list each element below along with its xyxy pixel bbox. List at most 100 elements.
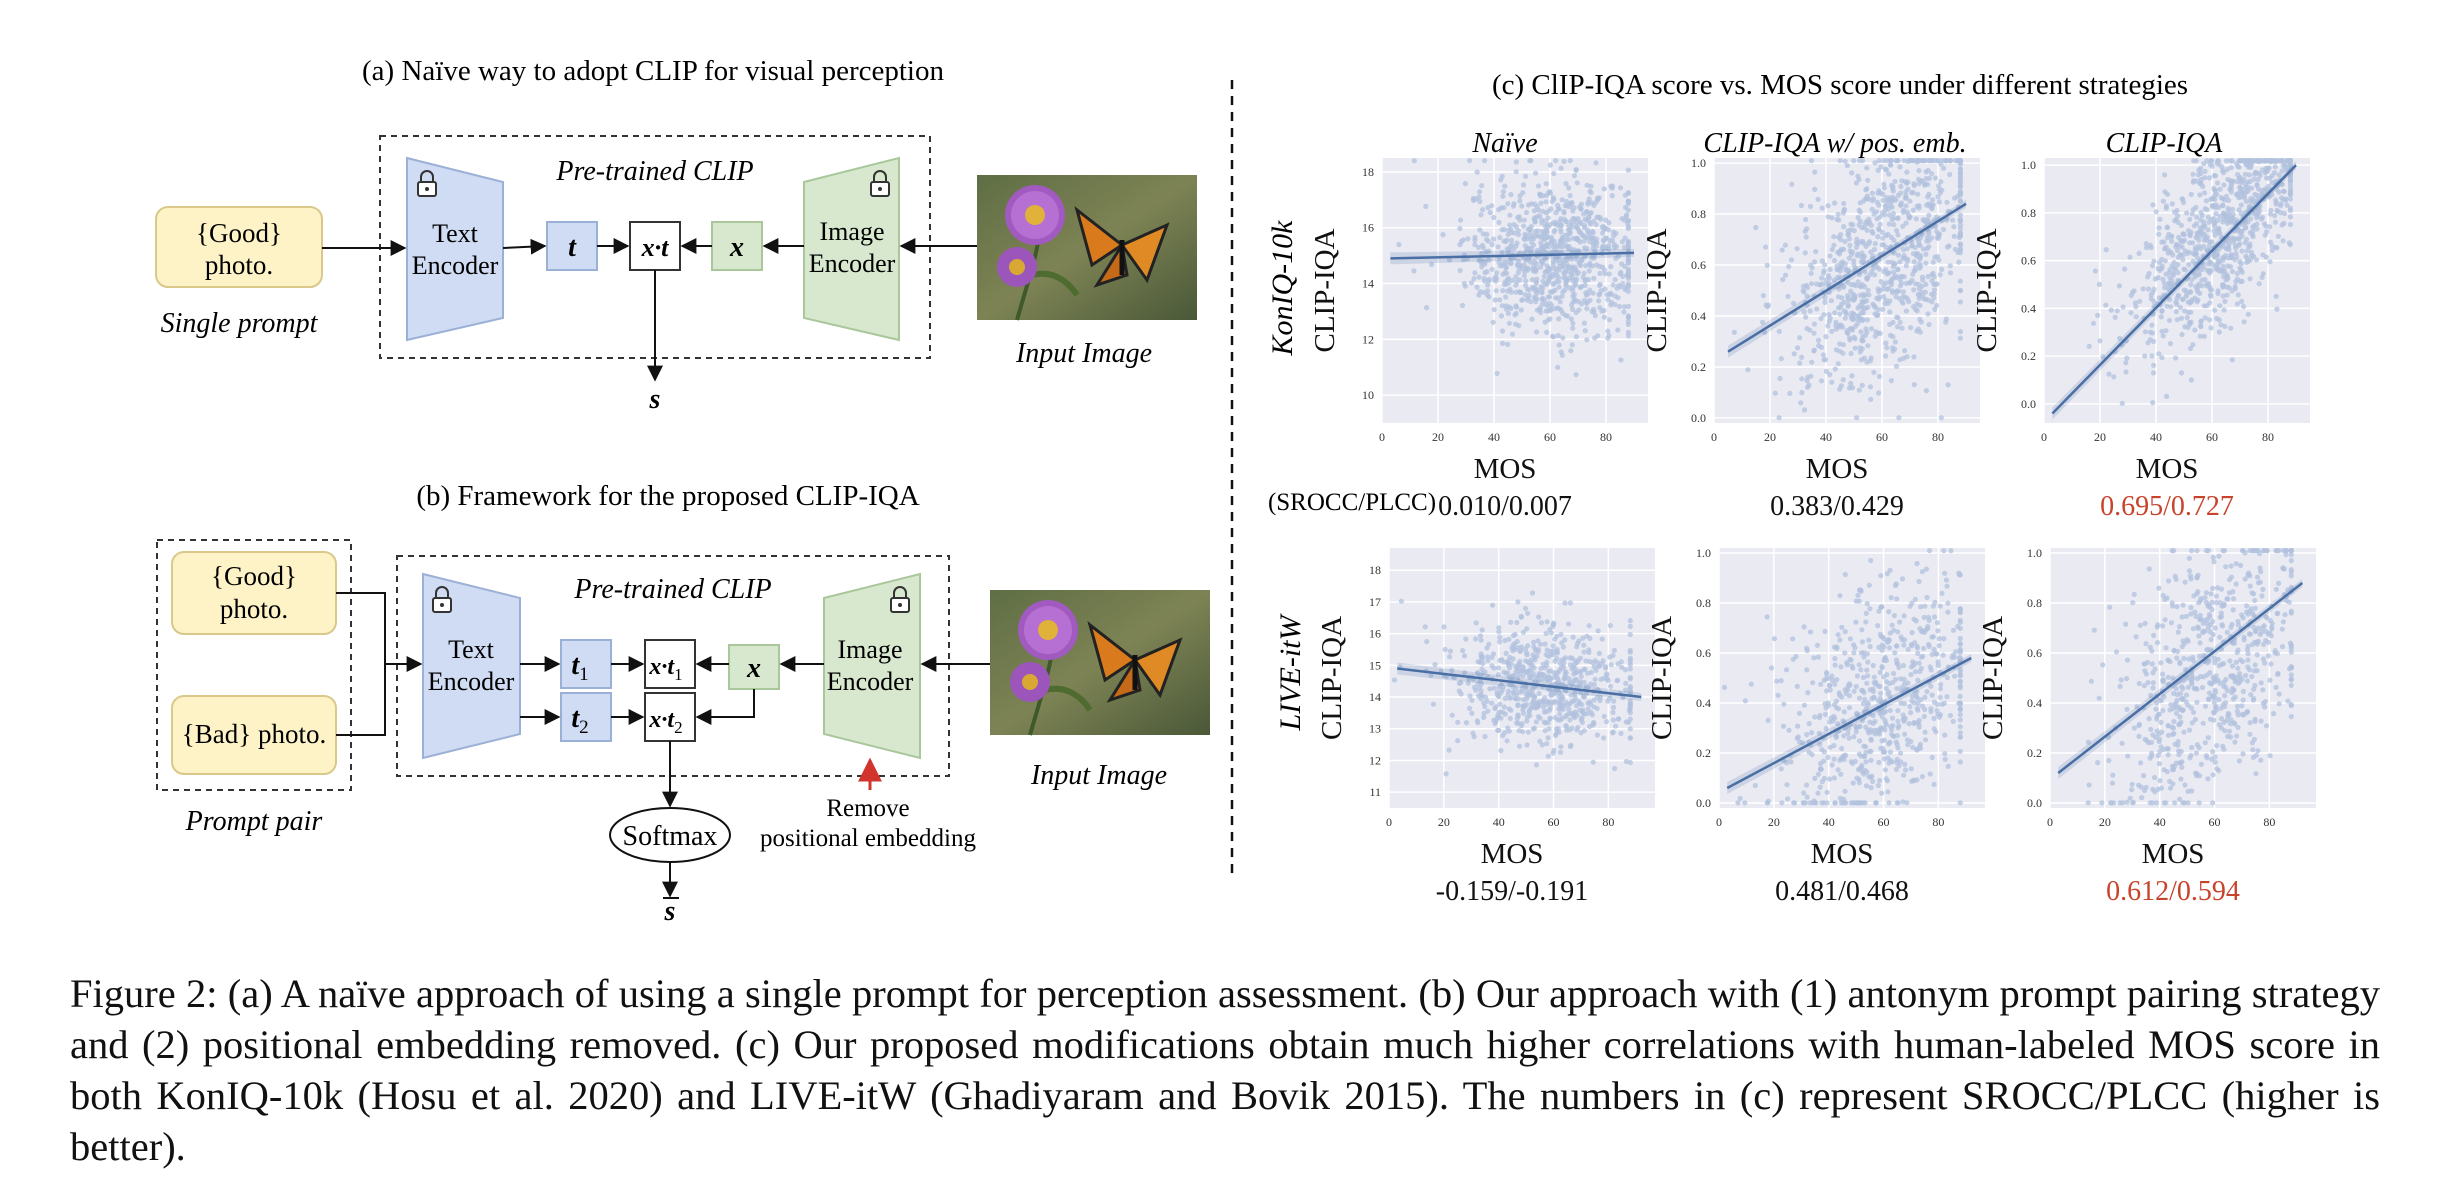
- data-point: [1584, 633, 1590, 639]
- data-point: [1499, 249, 1505, 255]
- data-point: [1939, 266, 1945, 272]
- data-point: [2137, 298, 2143, 304]
- data-point: [1473, 620, 1479, 626]
- data-point: [1899, 298, 1905, 305]
- data-point: [1818, 378, 1825, 384]
- data-point: [1753, 224, 1759, 231]
- data-point: [1819, 275, 1825, 281]
- data-point: [2234, 270, 2240, 277]
- panel-a-xt-label: x·t: [641, 233, 670, 262]
- data-point: [1855, 592, 1861, 599]
- data-point: [1869, 190, 1875, 196]
- data-point: [1593, 199, 1599, 205]
- data-point: [1530, 726, 1536, 732]
- data-point: [1884, 778, 1890, 784]
- data-point: [1494, 370, 1500, 376]
- data-point: [1809, 359, 1815, 365]
- data-point: [2203, 590, 2209, 596]
- data-point: [1897, 319, 1903, 325]
- data-point: [1495, 727, 1501, 734]
- x-tick-label: 20: [1432, 430, 1444, 444]
- data-point: [2154, 728, 2160, 734]
- data-point: [1931, 781, 1937, 788]
- data-point: [1896, 664, 1902, 671]
- data-point: [1935, 158, 1941, 164]
- data-point: [1495, 714, 1502, 720]
- data-point: [1551, 265, 1557, 271]
- data-point: [1549, 289, 1555, 295]
- data-point: [2186, 727, 2193, 733]
- data-point: [1898, 750, 1904, 756]
- data-point: [1849, 373, 1855, 379]
- data-point: [1801, 624, 1807, 630]
- data-point: [2177, 714, 2183, 720]
- data-point: [1790, 636, 1796, 642]
- data-point: [1544, 659, 1550, 665]
- data-point: [1801, 309, 1807, 315]
- data-point: [2236, 235, 2243, 242]
- data-point: [1804, 667, 1810, 673]
- data-point: [2187, 232, 2193, 239]
- point-cloud: [1396, 158, 1631, 378]
- data-point: [2174, 208, 2180, 214]
- data-point: [1936, 257, 1942, 263]
- data-point: [2260, 656, 2266, 662]
- data-point: [1837, 795, 1843, 801]
- data-point: [2264, 229, 2270, 235]
- data-point: [1921, 713, 1927, 720]
- data-point: [2259, 629, 2265, 635]
- data-point: [2180, 296, 2186, 303]
- data-point: [1591, 697, 1597, 703]
- data-point: [2287, 192, 2293, 198]
- data-point: [2177, 760, 2184, 766]
- data-point: [2176, 234, 2182, 240]
- data-point: [1493, 704, 1499, 710]
- data-point: [1841, 224, 1847, 230]
- data-point: [2207, 161, 2213, 168]
- data-point: [2220, 203, 2226, 209]
- data-point: [1555, 332, 1561, 339]
- data-point: [1934, 708, 1940, 714]
- data-point: [2165, 752, 2171, 758]
- data-point: [1580, 635, 1586, 641]
- data-point: [2200, 720, 2206, 726]
- data-point: [1501, 659, 1507, 665]
- data-point: [1827, 719, 1833, 725]
- data-point: [1615, 253, 1621, 259]
- data-point: [1591, 218, 1597, 224]
- data-point: [1859, 316, 1866, 322]
- data-point: [1903, 686, 1909, 692]
- data-point: [1882, 727, 1888, 733]
- data-point: [2287, 184, 2293, 190]
- data-point: [1563, 181, 1569, 187]
- data-point: [2252, 191, 2258, 198]
- data-point: [1477, 189, 1483, 195]
- data-point: [2243, 236, 2250, 242]
- data-point: [1517, 193, 1523, 199]
- data-point: [2288, 664, 2294, 670]
- data-point: [1582, 282, 1588, 288]
- data-point: [1564, 256, 1570, 263]
- data-point: [1839, 694, 1845, 700]
- data-point: [1888, 378, 1894, 384]
- data-point: [1462, 670, 1468, 676]
- data-point: [1831, 702, 1837, 708]
- data-point: [1485, 658, 1491, 664]
- data-point: [1531, 263, 1537, 269]
- data-point: [1808, 158, 1815, 164]
- data-point: [1528, 299, 1534, 305]
- data-point: [2210, 554, 2216, 561]
- data-point: [1956, 655, 1962, 661]
- data-point: [1549, 692, 1556, 698]
- data-point: [1440, 232, 1446, 238]
- data-point: [1508, 619, 1514, 625]
- data-point: [2185, 309, 2191, 316]
- data-point: [1492, 720, 1498, 727]
- data-point: [1588, 190, 1594, 196]
- data-point: [2276, 580, 2282, 587]
- data-point: [1922, 729, 1928, 735]
- data-point: [2236, 758, 2242, 764]
- data-point: [2253, 771, 2259, 777]
- data-point: [1536, 690, 1542, 697]
- data-point: [1932, 306, 1938, 312]
